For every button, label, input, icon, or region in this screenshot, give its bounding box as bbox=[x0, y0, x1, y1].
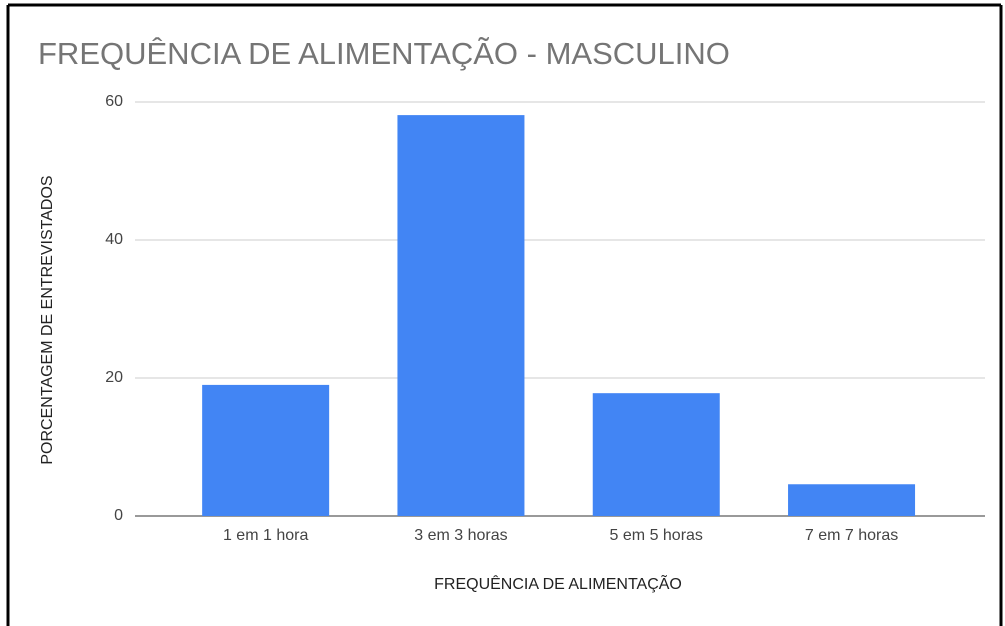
y-tick-label: 20 bbox=[105, 369, 123, 386]
bar bbox=[592, 393, 720, 516]
bar bbox=[788, 484, 916, 516]
y-tick-label: 60 bbox=[105, 93, 123, 110]
x-tick-label: 3 em 3 horas bbox=[414, 527, 507, 544]
bar bbox=[202, 384, 330, 516]
bar bbox=[397, 115, 525, 517]
chart-title: FREQUÊNCIA DE ALIMENTAÇÃO - MASCULINO bbox=[38, 36, 730, 71]
x-tick-label: 1 em 1 hora bbox=[223, 527, 308, 544]
y-tick-label: 40 bbox=[105, 231, 123, 248]
x-tick-label: 5 em 5 horas bbox=[610, 527, 703, 544]
x-tick-label: 7 em 7 horas bbox=[805, 527, 898, 544]
y-tick-label: 0 bbox=[114, 507, 123, 524]
y-axis-label: PORCENTAGEM DE ENTREVISTADOS bbox=[39, 175, 56, 464]
x-axis-label: FREQUÊNCIA DE ALIMENTAÇÃO bbox=[434, 573, 682, 593]
